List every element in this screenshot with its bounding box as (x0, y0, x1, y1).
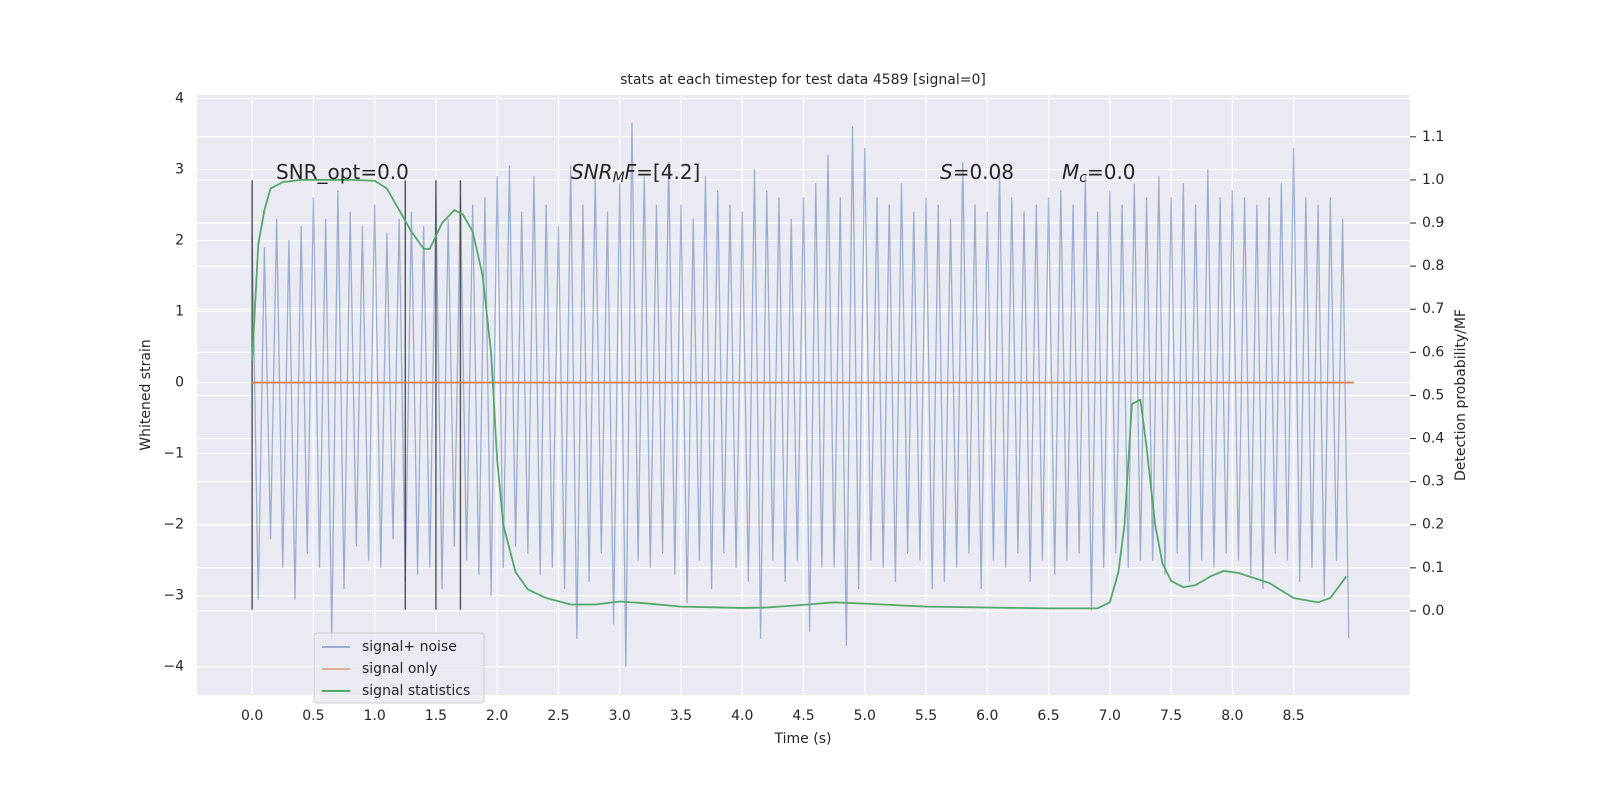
y2-tick-label: 1.1 (1422, 129, 1444, 145)
x-tick-label: 6.5 (1037, 708, 1059, 724)
y-tick-label: −2 (163, 517, 184, 533)
y2-tick-label: 0.2 (1422, 517, 1444, 533)
annotation-part: SNR (571, 160, 613, 184)
x-tick-label: 5.5 (915, 708, 937, 724)
y2-axis-label: Detection probability/MF (1453, 309, 1469, 481)
y2-tick-label: 0.3 (1422, 474, 1444, 490)
x-tick-label: 3.5 (670, 708, 692, 724)
x-tick-label: 5.0 (854, 708, 876, 724)
annotation-part: =0.0 (1087, 160, 1136, 184)
y2-tick-label: 0.5 (1422, 387, 1444, 403)
annotation-part: S (940, 160, 953, 184)
x-tick-label: 2.5 (547, 708, 569, 724)
x-tick-label: 1.0 (364, 708, 386, 724)
series-line (251, 179, 1348, 610)
y2-tick-label: 0.7 (1422, 301, 1444, 317)
x-tick-label: 2.0 (486, 708, 508, 724)
annotation-part: =[4.2] (636, 160, 700, 184)
annotation: Mc=0.0 (1062, 160, 1136, 187)
annotation: SNR_opt=0.0 (276, 160, 409, 184)
x-tick-label: 4.0 (731, 708, 753, 724)
legend-label: signal statistics (362, 683, 470, 699)
annotation-part: M (613, 170, 625, 186)
y-tick-label: 0 (175, 375, 184, 391)
x-tick-label: 8.5 (1282, 708, 1304, 724)
annotation-part: F (625, 160, 637, 184)
y-tick-label: 2 (175, 233, 184, 249)
x-tick-label: 6.0 (976, 708, 998, 724)
annotation: SNRMF=[4.2] (571, 160, 700, 187)
x-tick-label: 7.5 (1160, 708, 1182, 724)
y2-tick-label: 0.6 (1422, 344, 1444, 360)
series-line (251, 122, 1350, 668)
y2-tick-label: 0.4 (1422, 431, 1444, 447)
annotation-part: SNR_opt=0.0 (276, 160, 409, 184)
legend-label: signal+ noise (362, 639, 457, 655)
y-tick-label: 4 (175, 91, 184, 107)
annotation-part: c (1079, 170, 1087, 186)
y2-tick-label: 0.8 (1422, 258, 1444, 274)
y2-tick-label: 0.0 (1422, 603, 1444, 619)
y-tick-label: −3 (163, 588, 184, 604)
y-tick-label: 1 (175, 304, 184, 320)
y-tick-label: 3 (175, 162, 184, 178)
chart-title: stats at each timestep for test data 458… (620, 72, 986, 88)
annotation: S=0.08 (940, 160, 1014, 184)
y-tick-label: −1 (163, 446, 184, 462)
x-axis-label: Time (s) (774, 731, 832, 747)
x-tick-label: 1.5 (425, 708, 447, 724)
y2-tick-label: 0.1 (1422, 560, 1444, 576)
y-tick-label: −4 (163, 659, 184, 675)
x-tick-label: 8.0 (1221, 708, 1243, 724)
legend-label: signal only (362, 661, 437, 677)
x-tick-label: 0.5 (302, 708, 324, 724)
x-tick-label: 4.5 (792, 708, 814, 724)
legend-box (313, 632, 485, 704)
x-tick-label: 7.0 (1099, 708, 1121, 724)
annotation-part: =0.08 (953, 160, 1014, 184)
y-axis-label: Whitened strain (138, 339, 154, 450)
x-tick-label: 0.0 (241, 708, 263, 724)
x-tick-label: 3.0 (609, 708, 631, 724)
annotation-part: M (1062, 160, 1079, 184)
y2-tick-label: 1.0 (1422, 172, 1444, 188)
y2-tick-label: 0.9 (1422, 215, 1444, 231)
